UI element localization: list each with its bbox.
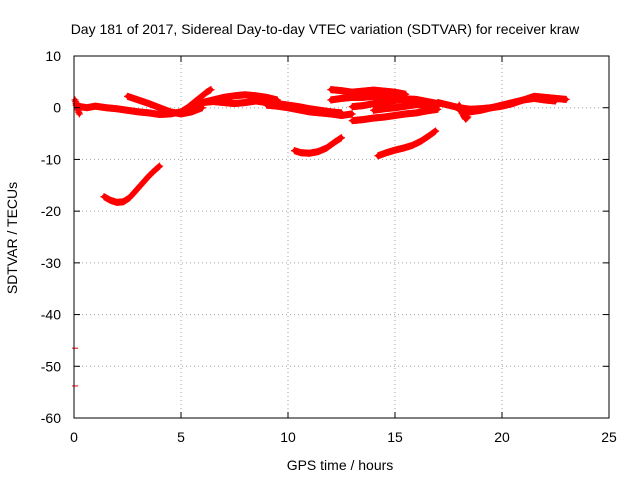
- data-point: [348, 110, 356, 118]
- x-axis-label: GPS time / hours: [287, 457, 394, 473]
- y-tick-label: -30: [41, 255, 61, 271]
- series-arc-14: [455, 94, 559, 116]
- plot-frame: [73, 55, 610, 419]
- y-tick-label: -20: [41, 203, 61, 219]
- y-tick-label: -40: [41, 307, 61, 323]
- x-tick-label: 25: [601, 429, 617, 445]
- series-arc-11: [348, 105, 442, 125]
- data-point: [207, 86, 215, 94]
- axes: 0 5 10 15 20 25 -60 -50 -40 -30 -20 -10 0 10: [41, 48, 617, 445]
- x-tick-label: 15: [387, 429, 403, 445]
- data-point: [75, 110, 83, 118]
- data-series: [71, 86, 570, 387]
- y-tick-label: 0: [53, 100, 61, 116]
- y-axis-label: SDTVAR / TECUs: [4, 182, 20, 294]
- data-point: [562, 95, 570, 103]
- series-arc-18: [100, 162, 164, 206]
- series-arc-17: [374, 127, 440, 160]
- series-arc-12: [370, 101, 442, 114]
- x-tick-label: 5: [177, 429, 185, 445]
- data-point: [432, 127, 440, 135]
- series-arc-16: [290, 134, 345, 157]
- data-point: [464, 113, 472, 121]
- data-point: [156, 162, 164, 170]
- series-arc-1: [72, 101, 185, 118]
- series-arc-7: [263, 101, 356, 119]
- chart-title: Day 181 of 2017, Sidereal Day-to-day VTE…: [71, 21, 580, 37]
- y-tick-label: -60: [41, 410, 61, 426]
- data-point: [338, 134, 345, 142]
- y-tick-label: -10: [41, 151, 61, 167]
- y-tick-label: 10: [45, 48, 61, 64]
- x-tick-label: 20: [494, 429, 510, 445]
- data-point: [552, 97, 559, 105]
- x-tick-label: 0: [70, 429, 78, 445]
- series-arc-3: [124, 92, 206, 118]
- x-tick-label: 10: [280, 429, 296, 445]
- series-outliers: [72, 347, 79, 387]
- y-tick-label: -50: [41, 358, 61, 374]
- series-arc-15: [455, 101, 472, 123]
